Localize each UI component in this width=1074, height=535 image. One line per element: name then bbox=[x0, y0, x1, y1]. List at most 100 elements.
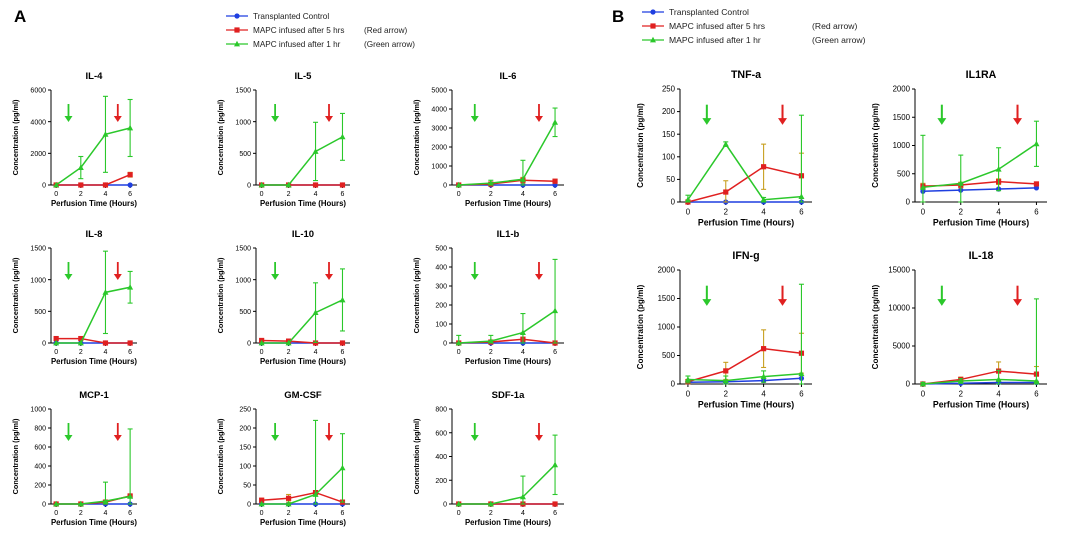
series-line bbox=[261, 339, 343, 344]
y-tick-label: 0 bbox=[42, 502, 46, 509]
x-tick-label: 0 bbox=[54, 191, 58, 198]
series-mapc-infused-after-5-hrs bbox=[259, 337, 346, 346]
series-mapc-infused-after-1-hr bbox=[455, 434, 559, 507]
y-axis-label: Concentration (pg/ml) bbox=[412, 257, 421, 333]
y-tick-label: 1500 bbox=[235, 246, 251, 253]
y-tick-label: 0 bbox=[247, 183, 251, 190]
data-point bbox=[312, 309, 319, 315]
green-arrow bbox=[271, 262, 280, 280]
green-arrow bbox=[470, 262, 479, 280]
arrow-head bbox=[937, 118, 947, 125]
arrow-head bbox=[64, 435, 73, 441]
x-tick-label: 6 bbox=[341, 349, 345, 356]
legend-label: MAPC infused after 1 hr bbox=[253, 40, 341, 49]
x-tick-label: 4 bbox=[996, 389, 1001, 398]
data-point bbox=[259, 497, 265, 503]
x-tick-label: 4 bbox=[104, 349, 108, 356]
data-point bbox=[78, 182, 84, 188]
series-line bbox=[687, 347, 802, 383]
x-tick-label: 2 bbox=[287, 191, 291, 198]
y-tick-label: 50 bbox=[243, 483, 251, 490]
x-tick-label: 0 bbox=[686, 389, 691, 398]
y-tick-label: 200 bbox=[435, 303, 447, 310]
x-axis-label: Perfusion Time (Hours) bbox=[465, 518, 551, 527]
y-tick-label: 400 bbox=[435, 265, 447, 272]
arrow-head bbox=[470, 274, 479, 280]
data-point bbox=[53, 181, 60, 188]
red-arrow bbox=[1013, 104, 1022, 125]
series-mapc-infused-after-5-hrs bbox=[456, 176, 558, 188]
x-tick-label: 2 bbox=[959, 389, 963, 398]
data-point bbox=[102, 289, 109, 295]
chart-title: GM-CSF bbox=[284, 390, 322, 401]
data-point bbox=[285, 495, 292, 501]
data-point bbox=[127, 172, 133, 178]
data-point bbox=[552, 119, 559, 125]
data-point bbox=[919, 184, 926, 190]
arrow-head bbox=[325, 274, 334, 280]
series-line bbox=[55, 127, 131, 186]
y-tick-label: 500 bbox=[435, 246, 447, 253]
data-point bbox=[127, 340, 133, 346]
x-tick-label: 0 bbox=[260, 349, 264, 356]
series-mapc-infused-after-1-hr bbox=[919, 120, 1040, 203]
y-tick-label: 400 bbox=[34, 464, 46, 471]
arrow-head bbox=[778, 118, 787, 125]
data-point bbox=[723, 189, 729, 195]
chart-title: IFN-g bbox=[732, 250, 759, 262]
arrow-head bbox=[702, 299, 712, 306]
x-tick-label: 2 bbox=[79, 349, 83, 356]
x-tick-label: 0 bbox=[260, 191, 264, 198]
y-tick-label: 200 bbox=[662, 107, 676, 116]
arrow-head bbox=[470, 435, 479, 441]
x-tick-label: 2 bbox=[79, 510, 83, 517]
arrow-head bbox=[271, 116, 280, 122]
x-tick-label: 0 bbox=[921, 389, 926, 398]
y-tick-label: 1500 bbox=[893, 113, 911, 122]
legend-label: MAPC infused after 1 hr bbox=[669, 35, 761, 45]
x-tick-label: 4 bbox=[314, 510, 318, 517]
x-tick-label: 6 bbox=[553, 349, 557, 356]
legend-marker-square bbox=[650, 23, 656, 29]
chart-title: IL1RA bbox=[966, 69, 997, 81]
panel-a-header: A Transplanted Control MAPC infused after… bbox=[14, 7, 415, 49]
series-transplanted-control bbox=[920, 185, 1040, 194]
chart-title: IL1-b bbox=[497, 229, 520, 240]
x-axis-label: Perfusion Time (Hours) bbox=[51, 518, 137, 527]
y-tick-label: 150 bbox=[662, 130, 676, 139]
legend-marker-square bbox=[234, 27, 240, 33]
y-tick-label: 4000 bbox=[30, 119, 46, 126]
x-tick-label: 6 bbox=[128, 191, 132, 198]
y-tick-label: 600 bbox=[34, 445, 46, 452]
y-tick-label: 4000 bbox=[431, 107, 447, 114]
series-mapc-infused-after-5-hrs bbox=[456, 336, 558, 346]
y-axis-label: Concentration (pg/ml) bbox=[11, 99, 20, 175]
series-line bbox=[687, 142, 802, 201]
x-tick-label: 6 bbox=[128, 349, 132, 356]
chart-ifn-g: IFN-g 0 500 1000 1500 2000 0 2 4 6 Perfusion Time … bbox=[636, 250, 812, 410]
series-line bbox=[56, 286, 131, 344]
data-point bbox=[684, 196, 691, 203]
y-tick-label: 0 bbox=[247, 502, 251, 509]
x-tick-label: 6 bbox=[553, 510, 557, 517]
chart-title: IL-8 bbox=[86, 229, 103, 240]
panel-a-label: A bbox=[14, 7, 26, 26]
arrow-head bbox=[1013, 299, 1022, 306]
legend-item-transplanted-control: Transplanted Control bbox=[226, 12, 329, 21]
data-point bbox=[339, 182, 346, 188]
legend-marker-triangle bbox=[234, 40, 240, 47]
data-point bbox=[102, 340, 109, 346]
series-line bbox=[261, 299, 343, 344]
y-tick-label: 1000 bbox=[235, 119, 251, 126]
data-point bbox=[77, 500, 84, 507]
x-tick-label: 0 bbox=[54, 510, 58, 517]
legend-marker-triangle bbox=[650, 36, 656, 43]
x-axis-label: Perfusion Time (Hours) bbox=[260, 357, 346, 366]
x-tick-label: 6 bbox=[1034, 207, 1039, 216]
y-tick-label: 1000 bbox=[30, 277, 46, 284]
arrow-head bbox=[64, 116, 73, 122]
data-point bbox=[258, 500, 265, 507]
y-tick-label: 200 bbox=[34, 483, 46, 490]
data-point bbox=[127, 284, 134, 290]
